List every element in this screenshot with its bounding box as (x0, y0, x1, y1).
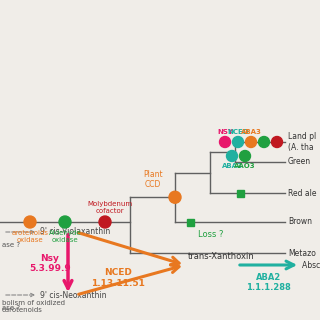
Text: Molybdenum
cofactor: Molybdenum cofactor (87, 201, 132, 214)
Text: NSY: NSY (217, 129, 233, 134)
Text: ase ?: ase ? (2, 242, 20, 248)
Circle shape (259, 137, 269, 148)
Text: Land pl
(A. tha: Land pl (A. tha (288, 132, 316, 152)
Text: Green: Green (288, 157, 311, 166)
Text: 9' cis-Violaxanthin: 9' cis-Violaxanthin (40, 228, 110, 236)
Text: AAO3: AAO3 (234, 164, 256, 170)
Circle shape (59, 216, 71, 228)
Circle shape (233, 137, 244, 148)
Text: ABA2
1.1.1.288: ABA2 1.1.1.288 (246, 273, 291, 292)
Bar (187, 219, 194, 226)
Text: Brown: Brown (288, 218, 312, 227)
Text: NCED: NCED (227, 129, 249, 134)
Text: arotenoids
oxidase: arotenoids oxidase (12, 230, 49, 243)
Circle shape (24, 216, 36, 228)
Circle shape (227, 150, 237, 162)
Circle shape (220, 137, 230, 148)
Text: Aldehyde
oxidase: Aldehyde oxidase (49, 230, 81, 243)
Text: ase ?: ase ? (2, 305, 20, 311)
Circle shape (239, 150, 251, 162)
Text: Plant
CCD: Plant CCD (143, 170, 163, 189)
Text: bolism of oxidized
carotenoids: bolism of oxidized carotenoids (2, 300, 65, 313)
Circle shape (169, 191, 181, 203)
Text: NCED
1.13.11.51: NCED 1.13.11.51 (91, 268, 145, 288)
Bar (236, 189, 244, 196)
Text: 9' cis-Neoxanthin: 9' cis-Neoxanthin (40, 291, 107, 300)
Text: Metazo: Metazo (288, 249, 316, 258)
Text: Red ale: Red ale (288, 188, 316, 197)
Text: Abscissic aldehy: Abscissic aldehy (302, 260, 320, 269)
Text: ABA3: ABA3 (241, 129, 261, 134)
Circle shape (271, 137, 283, 148)
Text: trans-Xanthoxin: trans-Xanthoxin (188, 252, 255, 261)
Text: Loss ?: Loss ? (198, 230, 223, 239)
Text: Nsy
5.3.99.9: Nsy 5.3.99.9 (29, 254, 71, 273)
Circle shape (245, 137, 257, 148)
Circle shape (99, 216, 111, 228)
Text: ABA2: ABA2 (222, 164, 242, 170)
